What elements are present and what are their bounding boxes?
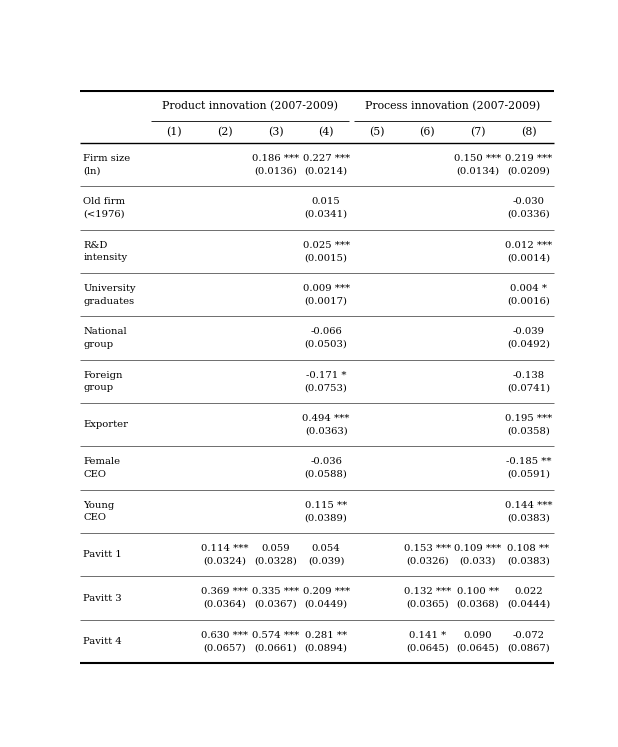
Text: 0.022
(0.0444): 0.022 (0.0444) — [507, 587, 550, 609]
Text: 0.281 **
(0.0894): 0.281 ** (0.0894) — [305, 630, 348, 652]
Text: 0.153 ***
(0.0326): 0.153 *** (0.0326) — [404, 544, 451, 565]
Text: R&D
intensity: R&D intensity — [83, 241, 127, 262]
Text: -0.036
(0.0588): -0.036 (0.0588) — [305, 457, 347, 479]
Text: 0.369 ***
(0.0364): 0.369 *** (0.0364) — [201, 587, 248, 609]
Text: 0.004 *
(0.0016): 0.004 * (0.0016) — [507, 284, 550, 306]
Text: 0.132 ***
(0.0365): 0.132 *** (0.0365) — [404, 587, 451, 609]
Text: -0.066
(0.0503): -0.066 (0.0503) — [305, 327, 347, 349]
Text: 0.494 ***
(0.0363): 0.494 *** (0.0363) — [302, 414, 350, 436]
Text: Exporter: Exporter — [83, 421, 129, 430]
Text: 0.141 *
(0.0645): 0.141 * (0.0645) — [406, 630, 449, 652]
Text: 0.115 **
(0.0389): 0.115 ** (0.0389) — [305, 500, 347, 522]
Text: -0.030
(0.0336): -0.030 (0.0336) — [507, 197, 550, 219]
Text: (6): (6) — [420, 127, 435, 137]
Text: 0.025 ***
(0.0015): 0.025 *** (0.0015) — [303, 241, 350, 262]
Text: 0.059
(0.0328): 0.059 (0.0328) — [254, 544, 297, 565]
Text: 0.219 ***
(0.0209): 0.219 *** (0.0209) — [505, 154, 552, 176]
Text: National
group: National group — [83, 327, 127, 349]
Text: Young
CEO: Young CEO — [83, 500, 115, 522]
Text: (1): (1) — [167, 127, 182, 137]
Text: 0.195 ***
(0.0358): 0.195 *** (0.0358) — [505, 414, 552, 436]
Text: 0.186 ***
(0.0136): 0.186 *** (0.0136) — [252, 154, 299, 176]
Text: Firm size
(ln): Firm size (ln) — [83, 154, 131, 176]
Text: -0.039
(0.0492): -0.039 (0.0492) — [507, 327, 550, 349]
Text: (5): (5) — [369, 127, 384, 137]
Text: 0.574 ***
(0.0661): 0.574 *** (0.0661) — [252, 630, 299, 652]
Text: Pavitt 3: Pavitt 3 — [83, 594, 122, 603]
Text: (7): (7) — [470, 127, 486, 137]
Text: 0.144 ***
(0.0383): 0.144 *** (0.0383) — [505, 500, 552, 522]
Text: 0.209 ***
(0.0449): 0.209 *** (0.0449) — [303, 587, 350, 609]
Text: 0.150 ***
(0.0134): 0.150 *** (0.0134) — [454, 154, 502, 176]
Text: Product innovation (2007-2009): Product innovation (2007-2009) — [163, 101, 338, 111]
Text: 0.012 ***
(0.0014): 0.012 *** (0.0014) — [505, 241, 552, 262]
Text: 0.109 ***
(0.033): 0.109 *** (0.033) — [454, 544, 502, 565]
Text: -0.185 **
(0.0591): -0.185 ** (0.0591) — [506, 457, 551, 479]
Text: (4): (4) — [318, 127, 334, 137]
Text: 0.108 **
(0.0383): 0.108 ** (0.0383) — [507, 544, 550, 565]
Text: 0.227 ***
(0.0214): 0.227 *** (0.0214) — [303, 154, 350, 176]
Text: (2): (2) — [217, 127, 233, 137]
Text: -0.072
(0.0867): -0.072 (0.0867) — [507, 630, 550, 652]
Text: Female
CEO: Female CEO — [83, 457, 121, 479]
Text: 0.009 ***
(0.0017): 0.009 *** (0.0017) — [303, 284, 350, 306]
Text: Pavitt 4: Pavitt 4 — [83, 637, 122, 646]
Text: 0.100 **
(0.0368): 0.100 ** (0.0368) — [457, 587, 499, 609]
Text: 0.630 ***
(0.0657): 0.630 *** (0.0657) — [201, 630, 248, 652]
Text: (3): (3) — [268, 127, 284, 137]
Text: Foreign
group: Foreign group — [83, 371, 123, 392]
Text: -0.138
(0.0741): -0.138 (0.0741) — [507, 371, 550, 392]
Text: University
graduates: University graduates — [83, 284, 136, 306]
Text: Process innovation (2007-2009): Process innovation (2007-2009) — [365, 101, 540, 111]
Text: 0.090
(0.0645): 0.090 (0.0645) — [457, 630, 499, 652]
Text: 0.114 ***
(0.0324): 0.114 *** (0.0324) — [201, 544, 248, 565]
Text: Pavitt 1: Pavitt 1 — [83, 551, 122, 560]
Text: 0.015
(0.0341): 0.015 (0.0341) — [305, 197, 348, 219]
Text: (8): (8) — [521, 127, 536, 137]
Text: 0.335 ***
(0.0367): 0.335 *** (0.0367) — [252, 587, 299, 609]
Text: Old firm
(<1976): Old firm (<1976) — [83, 197, 125, 219]
Text: -0.171 *
(0.0753): -0.171 * (0.0753) — [305, 371, 347, 392]
Text: 0.054
(0.039): 0.054 (0.039) — [308, 544, 344, 565]
